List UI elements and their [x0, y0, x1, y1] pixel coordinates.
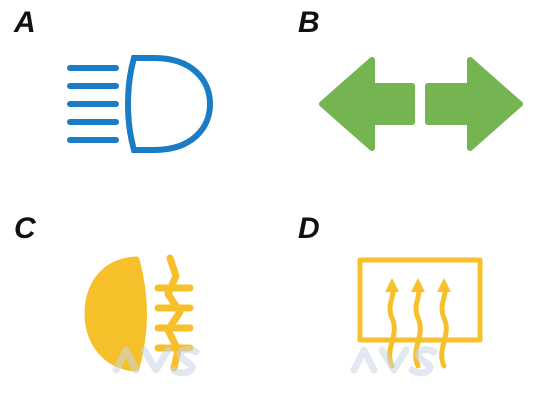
panel-label-c: C [14, 212, 36, 245]
right-arrow-icon [425, 57, 523, 151]
panel-label-a: A [14, 6, 36, 39]
left-arrow-icon [319, 57, 415, 151]
rear-defrost-icon [357, 257, 483, 369]
watermark-logo-icon [350, 346, 438, 377]
turn-signal-arrows-icon [319, 57, 523, 151]
watermark-logo-icon [112, 346, 200, 377]
fog-light-icon [84, 254, 194, 372]
panel-label-d: D [298, 212, 320, 245]
high-beam-headlight-icon [67, 55, 214, 153]
panel-label-b: B [298, 6, 320, 39]
